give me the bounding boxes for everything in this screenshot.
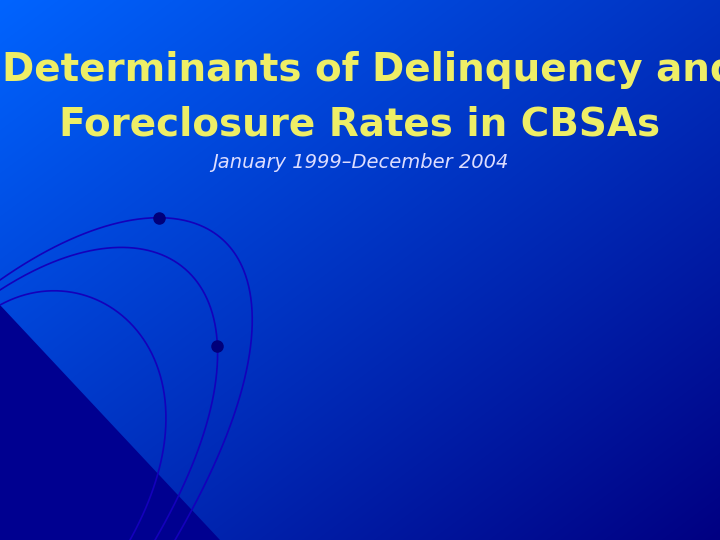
- Text: January 1999–December 2004: January 1999–December 2004: [212, 152, 508, 172]
- Text: Determinants of Delinquency and: Determinants of Delinquency and: [2, 51, 720, 89]
- Text: Foreclosure Rates in CBSAs: Foreclosure Rates in CBSAs: [60, 106, 660, 144]
- Polygon shape: [0, 305, 220, 540]
